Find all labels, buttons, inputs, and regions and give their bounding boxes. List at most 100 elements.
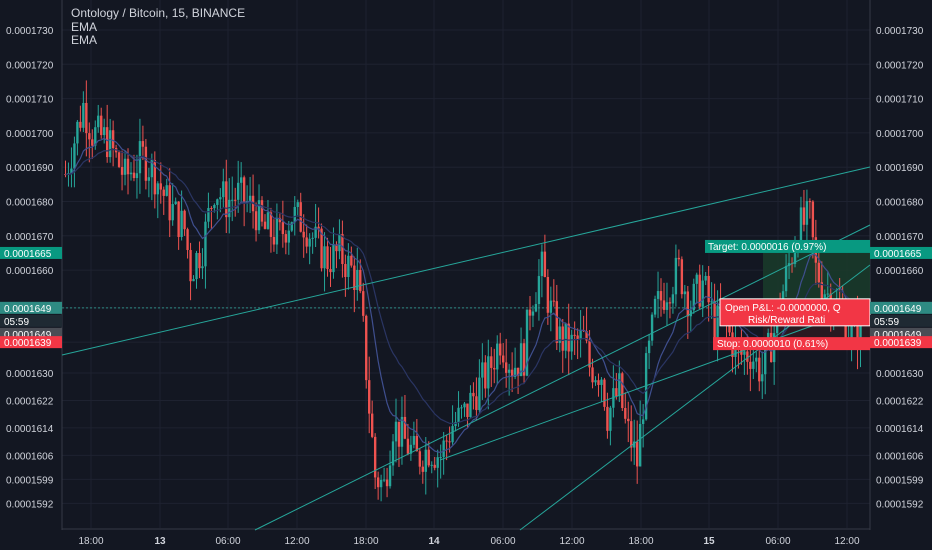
- candle-body: [701, 280, 704, 307]
- candle-body: [314, 226, 317, 238]
- candle-body: [421, 466, 424, 472]
- candle-body: [710, 301, 713, 303]
- time-tick: 18:00: [353, 536, 378, 547]
- countdown-tag-right: 05:59: [874, 317, 899, 328]
- price-tick-right: 0.0001599: [876, 475, 924, 486]
- candle-body: [543, 251, 547, 277]
- candle-body: [242, 177, 246, 203]
- price-tick-right: 0.0001660: [876, 266, 924, 277]
- candle-body: [537, 276, 541, 305]
- candle-body: [683, 291, 687, 295]
- candle-body: [254, 211, 258, 231]
- candle-body: [513, 367, 517, 377]
- candle-body: [302, 231, 305, 238]
- price-tick-right: 0.0001606: [876, 451, 924, 462]
- candle-body: [329, 269, 332, 273]
- candle-body: [499, 343, 502, 356]
- candle-body: [689, 310, 692, 317]
- candle-body: [448, 441, 451, 443]
- time-tick: 06:00: [215, 536, 240, 547]
- candle-body: [105, 127, 109, 158]
- time-tick: 12:00: [559, 536, 584, 547]
- price-axis-left[interactable]: 0.0001730 0.0001720 0.0001710 0.0001700 0.00…: [0, 26, 62, 510]
- candle-body: [373, 436, 377, 478]
- candle-body: [475, 396, 478, 411]
- candle-body: [171, 204, 174, 221]
- time-tick: 13: [154, 536, 166, 547]
- candle-body: [365, 315, 368, 381]
- candle-body: [615, 388, 618, 397]
- candle-body: [338, 233, 341, 252]
- candle-body: [546, 276, 550, 313]
- candle-body: [564, 323, 567, 351]
- candle-body: [231, 199, 234, 201]
- candle-body: [91, 139, 94, 146]
- candle-body: [356, 269, 359, 291]
- candle-body: [397, 421, 401, 447]
- candle-body: [531, 311, 535, 316]
- pnl-box: [719, 298, 871, 327]
- candle-body: [117, 152, 121, 167]
- candle-body: [856, 317, 859, 349]
- candle-body: [150, 160, 154, 178]
- indicator-ema-1[interactable]: EMA: [71, 20, 98, 34]
- candle-body: [516, 367, 520, 377]
- candle-body: [204, 221, 207, 267]
- candle-body: [156, 183, 159, 195]
- candle-body: [418, 451, 422, 467]
- candle-body: [70, 168, 73, 174]
- candle-body: [281, 222, 285, 235]
- position-tool[interactable]: Target: 0.0000016 (0.97%) Open P&L: -0.00…: [705, 239, 871, 351]
- candle-body: [379, 479, 383, 488]
- candle-body: [82, 102, 85, 128]
- candle-body: [177, 201, 180, 238]
- price-tick-left: 0.0001660: [6, 266, 54, 277]
- stop-price-tag-left-bg: [0, 336, 62, 349]
- price-axis-right[interactable]: 0.0001730 0.0001720 0.0001710 0.0001700 0.00…: [870, 26, 932, 510]
- candle-body: [168, 185, 171, 221]
- price-tick-left: 0.0001622: [6, 396, 54, 407]
- target-label: Target: 0.0000016 (0.97%): [708, 242, 826, 253]
- candle-body: [275, 217, 279, 245]
- candle-body: [213, 204, 216, 209]
- price-tick-left: 0.0001670: [6, 232, 54, 243]
- candle-body: [653, 298, 657, 315]
- price-tick-right: 0.0001730: [876, 26, 924, 37]
- candle-body: [621, 373, 624, 409]
- candle-body: [525, 309, 529, 376]
- candle-body: [111, 130, 115, 149]
- candle-body: [436, 457, 439, 468]
- price-tick-left: 0.0001614: [6, 424, 54, 435]
- time-tick: 18:00: [78, 536, 103, 547]
- target-price-tag-right-bg: [870, 246, 932, 259]
- candle-body: [787, 263, 791, 266]
- candle-body: [326, 246, 329, 270]
- time-tick: 12:00: [834, 536, 859, 547]
- price-tick-left: 0.0001630: [6, 369, 54, 380]
- candle-body: [552, 300, 556, 302]
- candle-body: [100, 115, 103, 136]
- candle-body: [257, 200, 261, 231]
- candle-body: [192, 279, 195, 282]
- time-axis[interactable]: 18:00 13 06:00 12:00 18:00 14 06:00 12:00 18:00 1…: [78, 536, 859, 547]
- candle-body: [859, 316, 862, 349]
- candle-body: [400, 416, 404, 447]
- target-price-tag-right: 0.0001665: [874, 249, 922, 260]
- candle-body: [94, 127, 97, 146]
- time-tick: 15: [703, 536, 715, 547]
- candle-body: [180, 210, 183, 238]
- candle-body: [698, 274, 701, 307]
- price-tick-left: 0.0001710: [6, 95, 54, 106]
- candle-body: [388, 465, 392, 487]
- candle-body: [504, 362, 508, 373]
- candle-body: [808, 201, 812, 203]
- risk-reward-label: Risk/Reward Rati: [748, 315, 825, 326]
- candle-body: [174, 201, 177, 205]
- candle-body: [362, 291, 365, 316]
- candle-body: [153, 160, 157, 195]
- candle-body: [359, 269, 362, 292]
- indicator-ema-2[interactable]: EMA: [71, 33, 98, 47]
- trend-line: [439, 304, 871, 461]
- price-tick-right: 0.0001592: [876, 499, 924, 510]
